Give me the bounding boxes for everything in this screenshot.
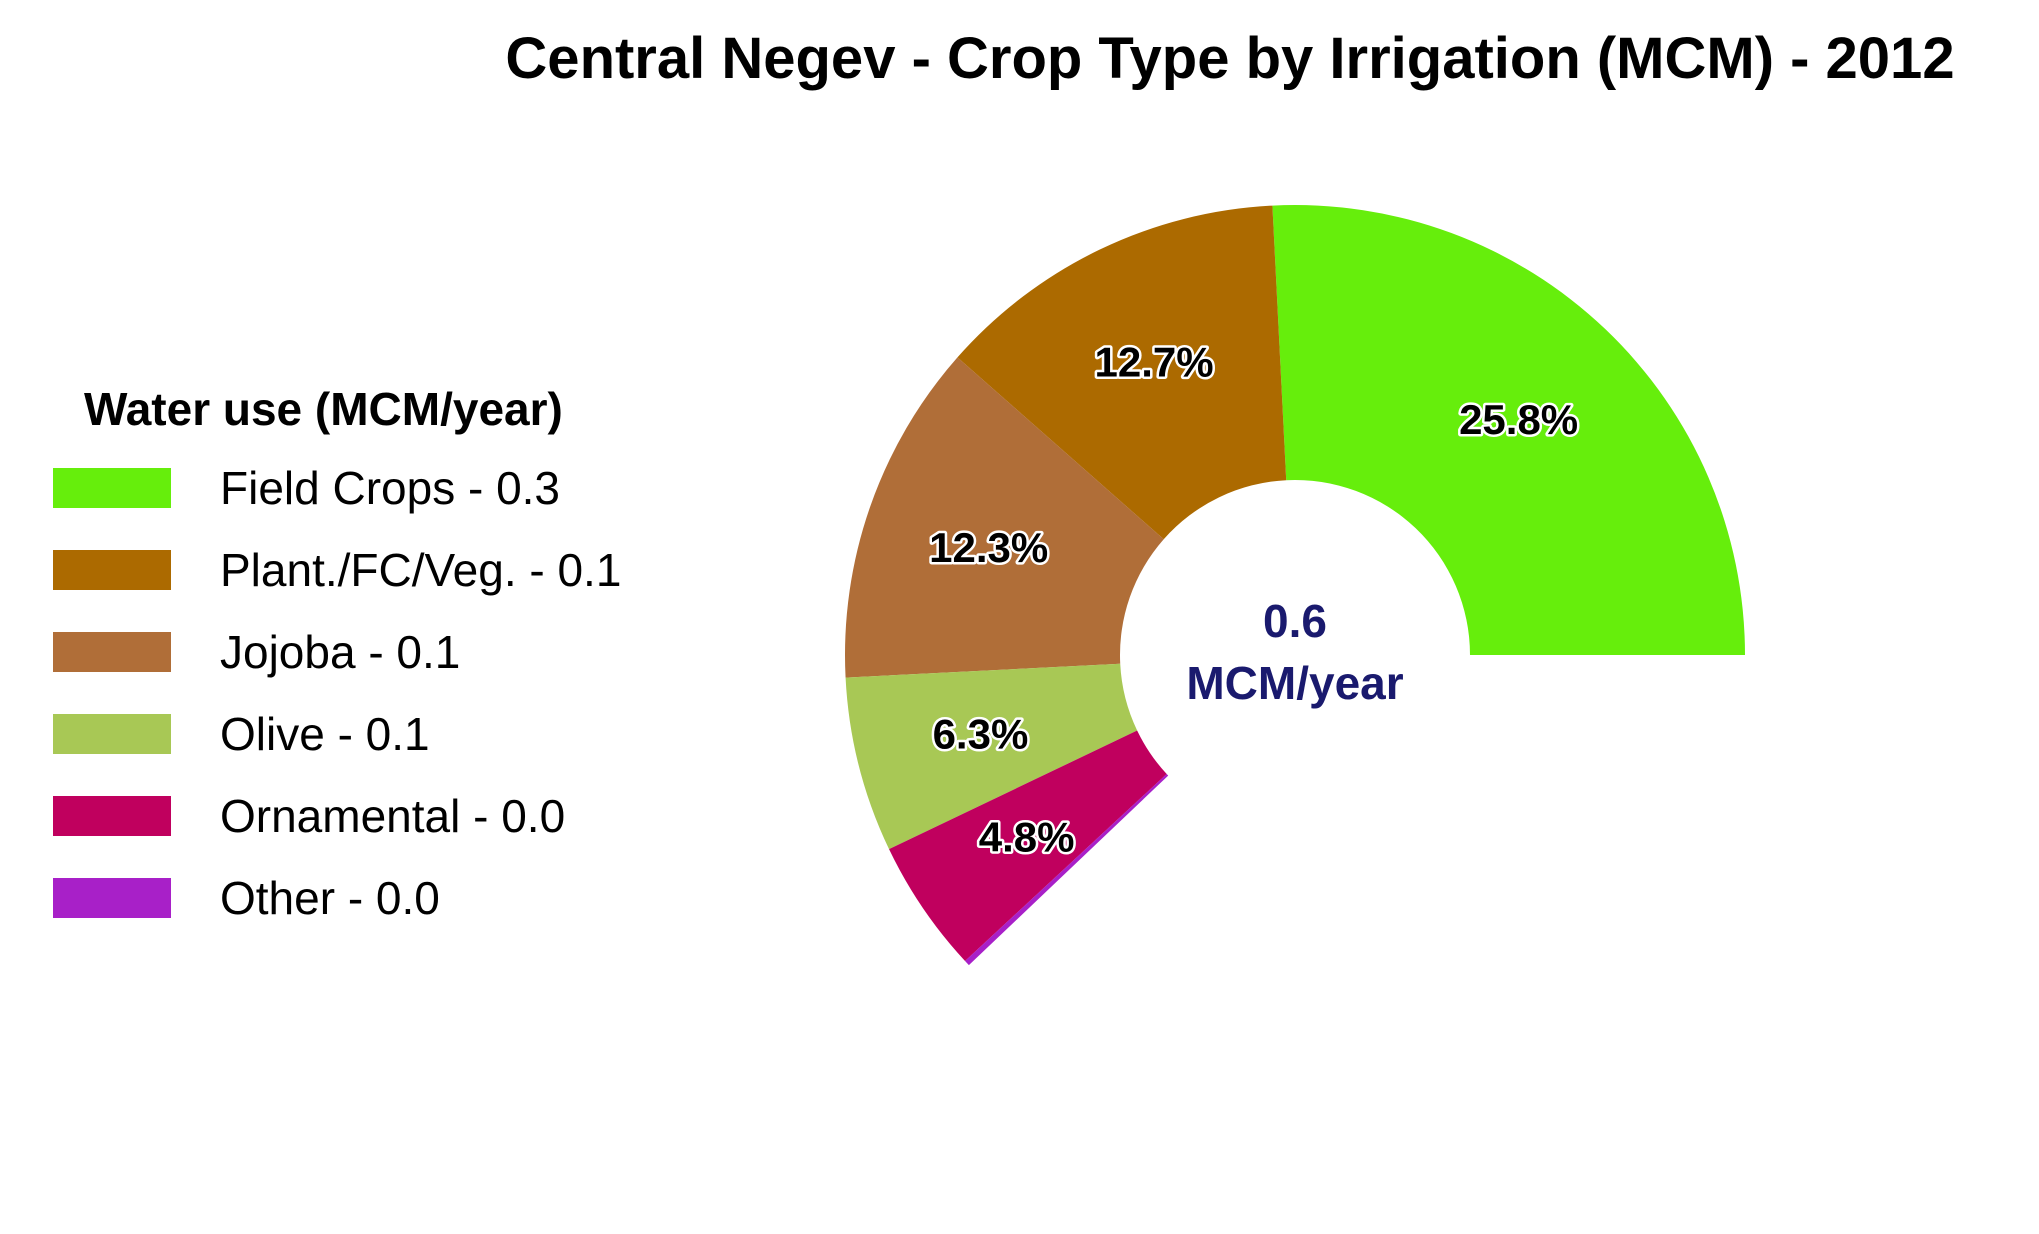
pie-slice-1 <box>957 205 1287 540</box>
legend-swatch-2 <box>53 632 171 672</box>
legend-label-0: Field Crops - 0.3 <box>220 462 560 514</box>
slice-label-1: 12.7% <box>1095 339 1214 386</box>
legend: Water use (MCM/year) Field Crops - 0.3 Pl… <box>53 383 621 924</box>
legend-title: Water use (MCM/year) <box>84 383 563 435</box>
slice-label-2: 12.3% <box>929 524 1048 571</box>
legend-label-5: Other - 0.0 <box>220 872 440 924</box>
pie-slice-0 <box>1272 204 1745 656</box>
legend-label-1: Plant./FC/Veg. - 0.1 <box>220 544 621 596</box>
slice-label-0: 25.8% <box>1459 396 1578 443</box>
legend-swatch-3 <box>53 714 171 754</box>
pie-slices <box>845 204 1745 966</box>
legend-swatch-4 <box>53 796 171 836</box>
legend-swatch-1 <box>53 550 171 590</box>
pie-slice-5 <box>965 773 1169 966</box>
center-total-value: 0.6 <box>1263 595 1327 647</box>
chart-title: Central Negev - Crop Type by Irrigation … <box>505 26 1954 91</box>
legend-swatch-0 <box>53 468 171 508</box>
slice-label-4: 4.8% <box>979 813 1075 860</box>
legend-label-4: Ornamental - 0.0 <box>220 790 565 842</box>
pie-slice-2 <box>845 357 1164 678</box>
legend-label-2: Jojoba - 0.1 <box>220 626 460 678</box>
pie-slice-4 <box>889 730 1167 961</box>
legend-label-3: Olive - 0.1 <box>220 708 430 760</box>
pie-slice-3 <box>845 663 1138 850</box>
center-total: 0.6 MCM/year <box>1186 595 1403 709</box>
slice-label-3: 6.3% <box>933 711 1029 758</box>
legend-swatch-5 <box>53 878 171 918</box>
slice-labels: 25.8% 12.7% 12.3% 6.3% 4.8% <box>927 336 1581 863</box>
center-total-unit: MCM/year <box>1186 657 1403 709</box>
